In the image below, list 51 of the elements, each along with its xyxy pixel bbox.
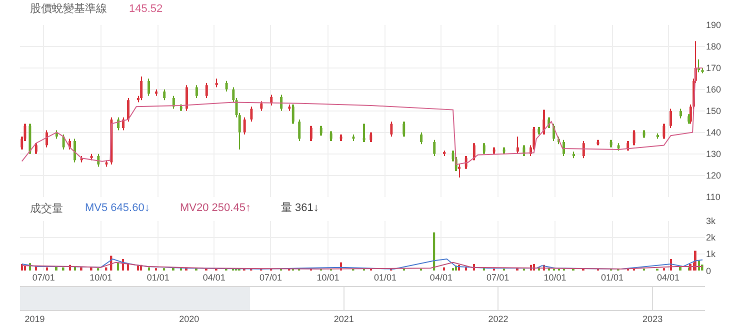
y-tick-label: 1k [706,249,716,260]
x-tick-label: 04/01 [430,272,452,283]
y-tick-label: 120 [706,170,722,180]
y-tick-label: 2k [706,232,716,243]
x2-tick-label: 2021 [334,314,354,324]
bar [163,268,166,271]
y-tick-label: 160 [706,84,722,95]
y-tick-label: 180 [706,42,722,52]
y-tick-label: 110 [706,192,720,202]
y-tick-label: 3k [706,216,716,226]
text: MV5 645.60↓ [85,202,150,214]
bar [80,267,82,271]
y-tick-label: 140 [706,128,722,138]
x2-tick-label: 2020 [179,314,200,324]
line-series [21,67,704,166]
bar [90,267,92,271]
chart-title: 成交量 [30,202,63,215]
bar [694,250,696,271]
bar [97,268,100,271]
x-tick-label: 07/01 [32,272,55,283]
y-tick-label: 150 [706,106,722,116]
bar [24,266,26,271]
bar [62,267,64,271]
x2-tick-label: 2022 [488,314,508,324]
x-tick-label: 10/01 [90,272,112,283]
x-tick-label: 04/01 [202,272,226,283]
chart-title: 股價蛻變基準線 [30,2,107,15]
x2-tick-label: 2019 [24,314,45,324]
text: 145.52 [129,3,163,15]
y-tick-label: 130 [706,148,722,159]
x-tick-label: 01/01 [601,272,624,283]
x-tick-label: 10/01 [316,272,340,283]
x-tick-label: 07/01 [486,272,510,283]
bar [127,264,129,271]
text: 量 361↓ [281,202,319,214]
bar [155,268,157,271]
y-tick-label: 170 [706,63,722,74]
x-tick-label: 04/01 [657,272,680,283]
x-tick-label: 07/01 [259,272,282,283]
x-tick-label: 01/01 [146,272,170,283]
x-tick-label: 10/01 [544,272,566,283]
x-tick-label: 01/01 [374,272,396,283]
y-tick-label: 190 [706,20,722,30]
bar [663,268,665,271]
line-series [21,262,704,270]
text: MV20 250.45↑ [180,202,251,214]
bar [137,266,139,271]
bar [452,268,454,271]
x2-tick-label: 2023 [642,314,663,324]
bar [701,264,704,271]
y-tick-label: 0 [706,266,712,276]
